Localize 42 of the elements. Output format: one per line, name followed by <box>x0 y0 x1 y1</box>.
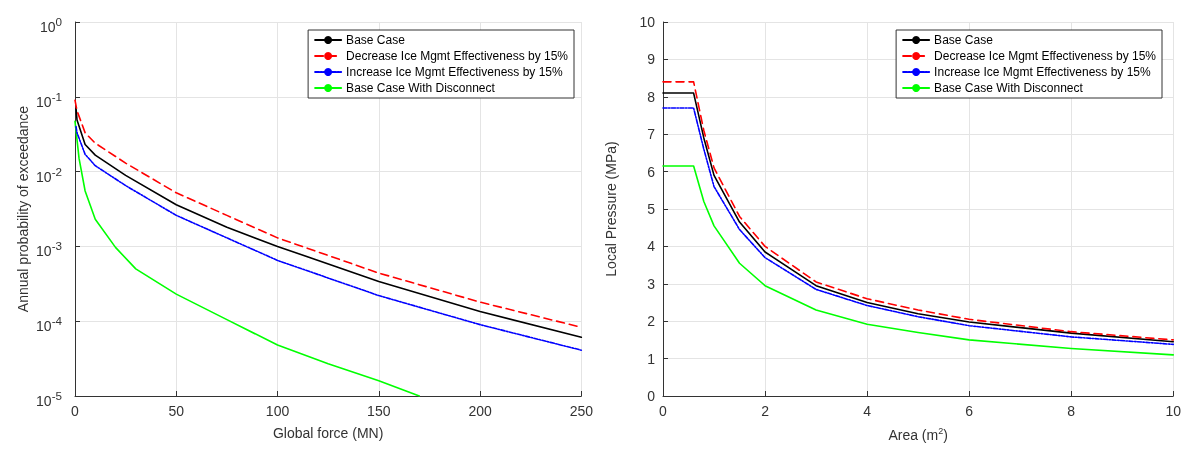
y-axis-title: Local Pressure (MPa) <box>603 141 619 277</box>
y-tick-label: 6 <box>647 163 656 180</box>
x-tick-label: 2 <box>761 403 770 419</box>
y-tick-label: 10$^{0}$ <box>39 14 62 36</box>
x-tick-label: 50 <box>168 403 185 419</box>
x-axis-title: Global force (MN) <box>272 425 384 441</box>
x-tick-label: 200 <box>468 403 492 419</box>
y-tick-label: 3 <box>647 275 656 292</box>
y-tick-label: 5 <box>647 201 656 217</box>
legend-label: Decrease Ice Mgmt Effectiveness by 15% <box>934 49 1157 63</box>
y-tick-label: 8 <box>647 88 656 105</box>
x-tick-label: 6 <box>965 403 974 419</box>
y-tick-label: 10$^{-5}$ <box>36 388 62 410</box>
y-axis-title: Annual probability of exceedance <box>15 105 31 313</box>
line-series <box>662 165 1175 356</box>
x-tick-label: 250 <box>569 403 594 419</box>
y-tick-label: 0 <box>647 388 656 404</box>
legend-label: Base Case <box>934 33 994 47</box>
y-tick-label: 7 <box>647 126 656 143</box>
y-tick-label: 9 <box>647 51 656 68</box>
y-tick-label: 10$^{-2}$ <box>36 163 62 186</box>
legend-label: Base Case With Disconnect <box>346 81 496 95</box>
line-series <box>74 120 421 397</box>
y-tick-label: 10$^{-1}$ <box>36 88 62 111</box>
y-tick-label: 10$^{-4}$ <box>36 313 62 335</box>
y-tick-label: 2 <box>647 313 656 330</box>
x-tick-label: 150 <box>367 403 391 419</box>
y-tick-label: 10$^{-3}$ <box>36 238 62 261</box>
y-tick-label: 1 <box>647 350 656 367</box>
legend-label: Base Case <box>346 33 406 47</box>
legend-label: Increase Ice Mgmt Effectiveness by 15% <box>346 65 563 79</box>
x-tick-label: 4 <box>863 403 872 419</box>
x-tick-label: 100 <box>265 403 290 419</box>
y-tick-label: 10 <box>639 14 656 30</box>
x-tick-label: 0 <box>659 403 668 419</box>
x-tick-label: 10 <box>1165 403 1182 419</box>
legend-label: Base Case With Disconnect <box>934 81 1084 95</box>
legend-label: Increase Ice Mgmt Effectiveness by 15% <box>934 65 1151 79</box>
y-tick-label: 4 <box>647 238 656 255</box>
legend-label: Decrease Ice Mgmt Effectiveness by 15% <box>346 49 569 63</box>
x-tick-label: 0 <box>71 403 80 419</box>
x-tick-label: 8 <box>1067 403 1076 419</box>
